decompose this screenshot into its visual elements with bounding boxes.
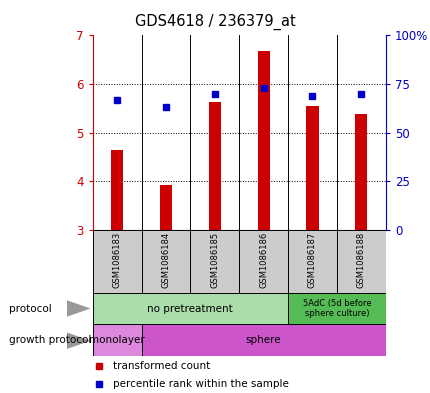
FancyBboxPatch shape [239, 230, 287, 293]
Bar [111, 150, 123, 230]
Text: GDS4618 / 236379_at: GDS4618 / 236379_at [135, 14, 295, 30]
FancyBboxPatch shape [141, 230, 190, 293]
Text: transformed count: transformed count [113, 361, 210, 371]
Text: protocol: protocol [9, 303, 51, 314]
Text: GSM1086185: GSM1086185 [210, 232, 219, 288]
Polygon shape [67, 332, 90, 349]
Bar [208, 102, 220, 230]
Bar [306, 106, 318, 230]
Text: sphere: sphere [245, 335, 281, 345]
FancyBboxPatch shape [141, 324, 385, 356]
Text: monolayer: monolayer [89, 335, 144, 345]
Bar [354, 114, 366, 230]
Text: GSM1086188: GSM1086188 [356, 232, 365, 288]
FancyBboxPatch shape [336, 230, 385, 293]
Text: no pretreatment: no pretreatment [147, 303, 233, 314]
Text: GSM1086183: GSM1086183 [112, 232, 121, 288]
Text: 5AdC (5d before
sphere culture): 5AdC (5d before sphere culture) [302, 299, 370, 318]
Bar [257, 51, 269, 230]
FancyBboxPatch shape [287, 230, 336, 293]
FancyBboxPatch shape [190, 230, 239, 293]
FancyBboxPatch shape [92, 230, 141, 293]
Text: percentile rank within the sample: percentile rank within the sample [113, 379, 289, 389]
Bar [160, 185, 172, 230]
Text: GSM1086186: GSM1086186 [258, 232, 267, 288]
Text: growth protocol: growth protocol [9, 335, 91, 345]
FancyBboxPatch shape [92, 293, 287, 324]
FancyBboxPatch shape [287, 293, 385, 324]
Polygon shape [67, 300, 90, 317]
Text: GSM1086187: GSM1086187 [307, 232, 316, 288]
FancyBboxPatch shape [92, 324, 141, 356]
Text: GSM1086184: GSM1086184 [161, 232, 170, 288]
